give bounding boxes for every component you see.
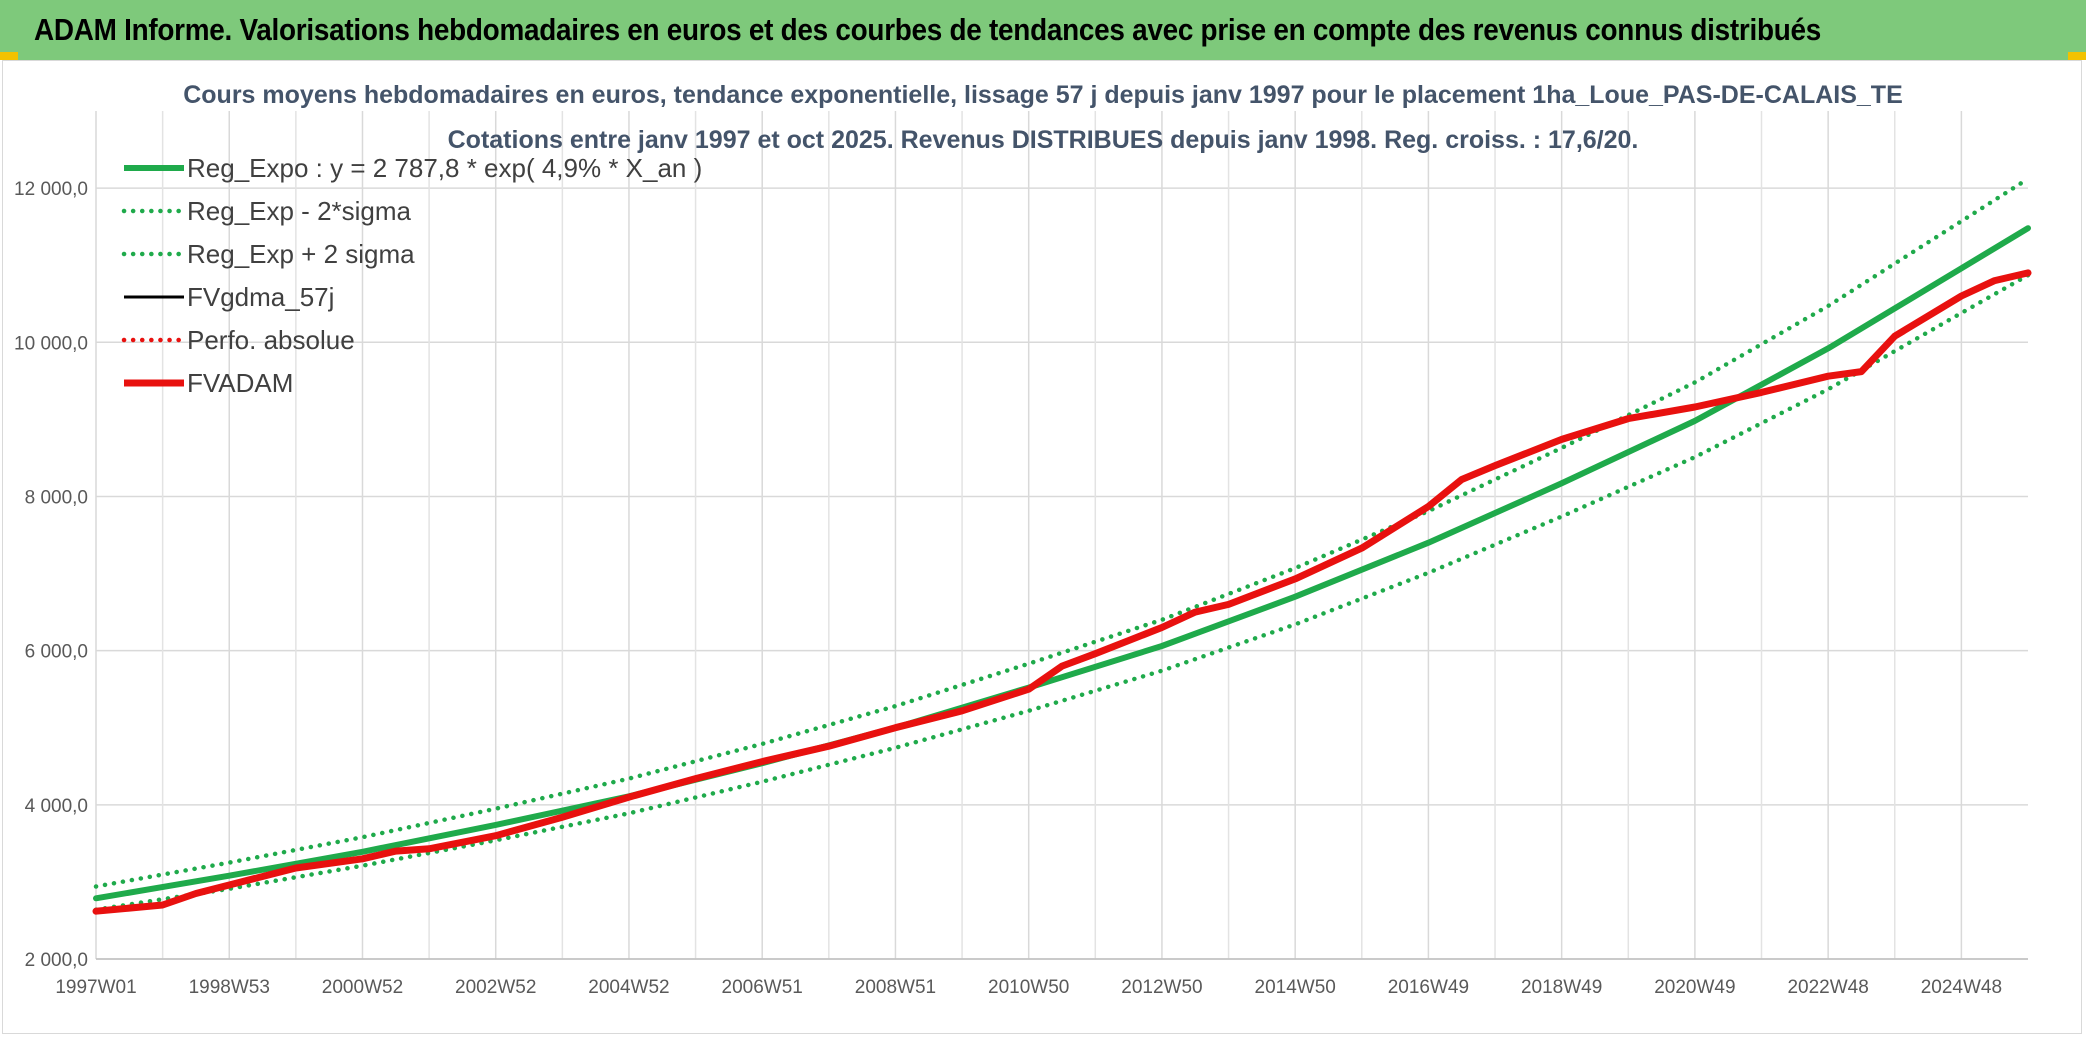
x-tick-label: 2024W48 bbox=[1921, 977, 2002, 998]
chart-legend: Reg_Expo : y = 2 787,8 * exp( 4,9% * X_a… bbox=[121, 153, 702, 398]
x-tick-label: 2022W48 bbox=[1787, 977, 1868, 998]
legend-label: Perfo. absolue bbox=[187, 325, 355, 355]
series-line bbox=[93, 225, 2031, 902]
legend-label: Reg_Exp + 2 sigma bbox=[187, 239, 415, 269]
x-tick-label: 2016W49 bbox=[1388, 977, 1469, 998]
x-tick-label: 2002W52 bbox=[455, 977, 536, 998]
x-tick-label: 1997W01 bbox=[55, 977, 136, 998]
x-tick-label: 2014W50 bbox=[1255, 977, 1336, 998]
y-tick-label: 2 000,0 bbox=[25, 950, 88, 971]
chart-title: Cours moyens hebdomadaires en euros, ten… bbox=[183, 81, 1903, 109]
series-line bbox=[93, 176, 2031, 889]
x-tick-label: 2018W49 bbox=[1521, 977, 1602, 998]
trend-chart: 2 000,0 4 000,0 6 000,0 8 000,0 10 000,0 12 0… bbox=[14, 81, 2032, 998]
corner-marker-right bbox=[2068, 52, 2086, 60]
x-tick-label: 2000W52 bbox=[322, 977, 403, 998]
series-line bbox=[93, 270, 2031, 914]
x-tick-label: 2006W51 bbox=[722, 977, 803, 998]
series-line bbox=[92, 269, 2032, 915]
legend-label: Reg_Exp - 2*sigma bbox=[187, 196, 412, 226]
series-layer bbox=[92, 176, 2032, 915]
x-tick-label: 1998W53 bbox=[189, 977, 270, 998]
y-tick-label: 4 000,0 bbox=[25, 796, 88, 817]
chart-subtitle: Cotations entre janv 1997 et oct 2025. R… bbox=[448, 126, 1639, 154]
grid-layer bbox=[95, 111, 2028, 960]
x-tick-label: 2010W50 bbox=[988, 977, 1069, 998]
legend-label: FVgdma_57j bbox=[187, 282, 334, 312]
y-tick-label: 6 000,0 bbox=[25, 642, 88, 663]
series-line bbox=[93, 272, 2031, 912]
legend-label: FVADAM bbox=[187, 368, 293, 398]
x-tick-label: 2008W51 bbox=[855, 977, 936, 998]
legend-label: Reg_Expo : y = 2 787,8 * exp( 4,9% * X_a… bbox=[187, 153, 702, 183]
x-tick-label: 2020W49 bbox=[1654, 977, 1735, 998]
y-tick-label: 10 000,0 bbox=[14, 333, 88, 354]
report-title: ADAM Informe. Valorisations hebdomadaire… bbox=[34, 12, 1821, 47]
report-banner: ADAM Informe. Valorisations hebdomadaire… bbox=[0, 0, 2086, 60]
chart-frame: 2 000,0 4 000,0 6 000,0 8 000,0 10 000,0 12 0… bbox=[2, 60, 2082, 1034]
x-tick-label: 2012W50 bbox=[1121, 977, 1202, 998]
y-tick-label: 12 000,0 bbox=[14, 179, 88, 200]
series-line bbox=[94, 271, 2030, 913]
corner-marker-left bbox=[0, 52, 18, 60]
axis-layer: 2 000,0 4 000,0 6 000,0 8 000,0 10 000,0 12 0… bbox=[14, 179, 2028, 998]
x-tick-label: 2004W52 bbox=[588, 977, 669, 998]
y-tick-label: 8 000,0 bbox=[25, 487, 88, 508]
